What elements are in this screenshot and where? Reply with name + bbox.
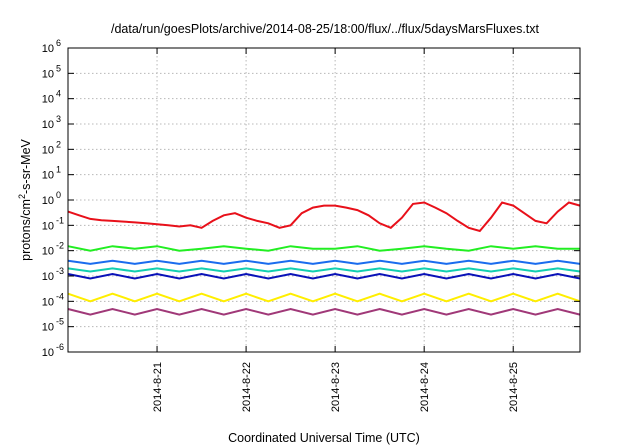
chart-title: /data/run/goesPlots/archive/2014-08-25/1… <box>111 22 540 36</box>
y-tick-label: 10 0 <box>42 190 61 207</box>
y-tick-label: 10 -3 <box>42 266 64 283</box>
y-tick-label: 10 -2 <box>42 241 64 258</box>
y-tick-label: 10 -4 <box>42 291 64 308</box>
x-tick-label: 2014-8-24 <box>419 362 431 412</box>
y-axis-label: protons/cm2-s-sr-MeV <box>17 138 33 260</box>
y-tick-label: 10 3 <box>42 114 61 131</box>
x-tick-label: 2014-8-22 <box>241 362 253 412</box>
series-line <box>67 292 581 303</box>
y-tick-label: 10 5 <box>42 63 61 80</box>
x-tick-label: 2014-8-25 <box>508 362 520 412</box>
series-line <box>67 272 581 280</box>
y-tick-label: 10 6 <box>42 38 61 55</box>
series-line <box>67 307 581 316</box>
series-line <box>67 259 581 265</box>
series-group <box>67 201 581 316</box>
series-line <box>67 201 581 233</box>
x-tick-label: 2014-8-23 <box>330 362 342 412</box>
grid-lines <box>68 48 580 352</box>
y-tick-label: 10 -6 <box>42 342 64 359</box>
series-line <box>67 267 581 273</box>
x-axis: 2014-8-21 2014-8-22 2014-8-23 2014-8-24 2014… <box>152 48 520 412</box>
y-tick-label: 10 2 <box>42 139 61 156</box>
y-tick-label: 10 4 <box>42 89 61 106</box>
y-tick-label: 10 1 <box>42 165 61 182</box>
y-tick-label: 10 -1 <box>42 215 64 232</box>
series-line <box>67 245 580 252</box>
x-axis-label: Coordinated Universal Time (UTC) <box>228 431 420 445</box>
x-tick-label: 2014-8-21 <box>152 362 164 412</box>
y-tick-label: 10 -5 <box>42 317 64 334</box>
y-axis: 10 -6 10 -5 10 -4 10 -3 10 -2 10 -1 10 0 10 1 10 2 10 3 10 4 1… <box>42 38 580 359</box>
